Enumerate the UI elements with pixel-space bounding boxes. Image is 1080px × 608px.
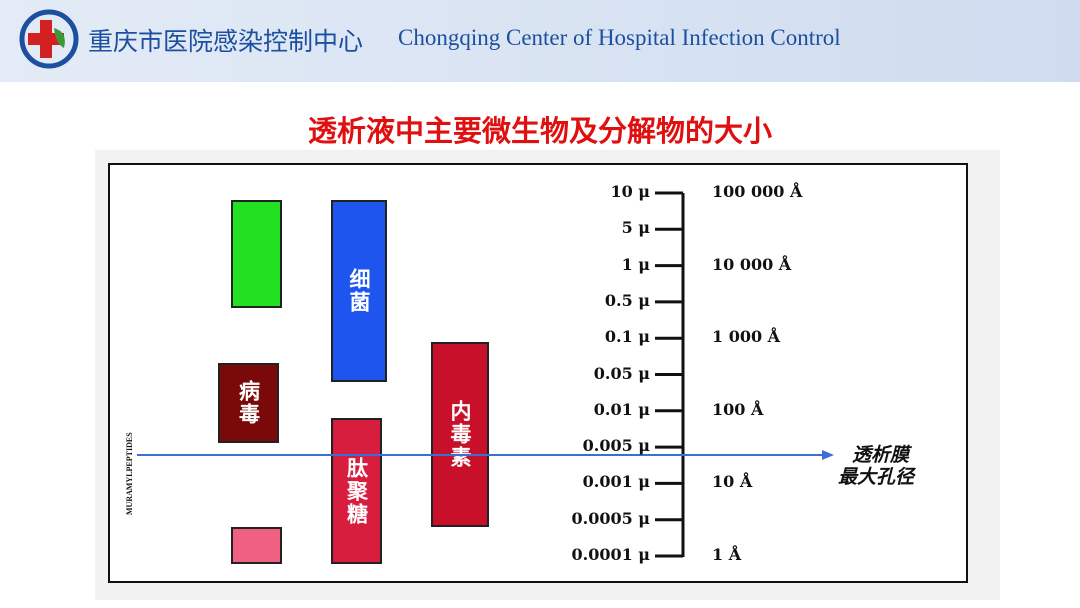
angstrom-label: 10 000 Å — [712, 254, 792, 274]
box — [231, 200, 282, 308]
box: 肽聚糖 — [331, 418, 382, 564]
micron-label: 10 μ — [610, 182, 650, 201]
membrane-label: 最大孔径 — [838, 466, 915, 488]
micron-label: 0.0001 μ — [571, 545, 650, 564]
header-band — [0, 0, 1080, 82]
header-subtitle: Chongqing Center of Hospital Infection C… — [398, 25, 841, 50]
micron-label: 0.01 μ — [593, 399, 650, 419]
box: 病毒 — [218, 363, 279, 443]
header-title: 重庆市医院感染控制中心 — [88, 27, 364, 56]
membrane-label: 透析膜 — [852, 444, 910, 466]
logo — [19, 9, 79, 69]
box: 细菌 — [331, 200, 387, 382]
angstrom-label: 100 Å — [712, 399, 764, 419]
micron-label: 0.001 μ — [582, 472, 650, 492]
micron-label: 0.0005 μ — [571, 508, 650, 528]
angstrom-label: 10 Å — [712, 472, 753, 492]
micron-label: 0.05 μ — [593, 363, 650, 383]
micron-label: 0.1 μ — [604, 327, 650, 347]
angstrom-label: 1 Å — [712, 545, 742, 564]
micron-label: 1 μ — [621, 254, 650, 274]
box — [231, 527, 282, 564]
micron-label: 0.5 μ — [604, 290, 650, 310]
micron-label: 0.005 μ — [582, 436, 650, 456]
slide-title: 透析液中主要微生物及分解物的大小 — [307, 114, 772, 148]
angstrom-label: 100 000 Å — [712, 182, 803, 201]
micron-label: 5 μ — [621, 218, 650, 238]
box: 内毒素 — [431, 342, 489, 527]
angstrom-label: 1 000 Å — [712, 327, 781, 347]
